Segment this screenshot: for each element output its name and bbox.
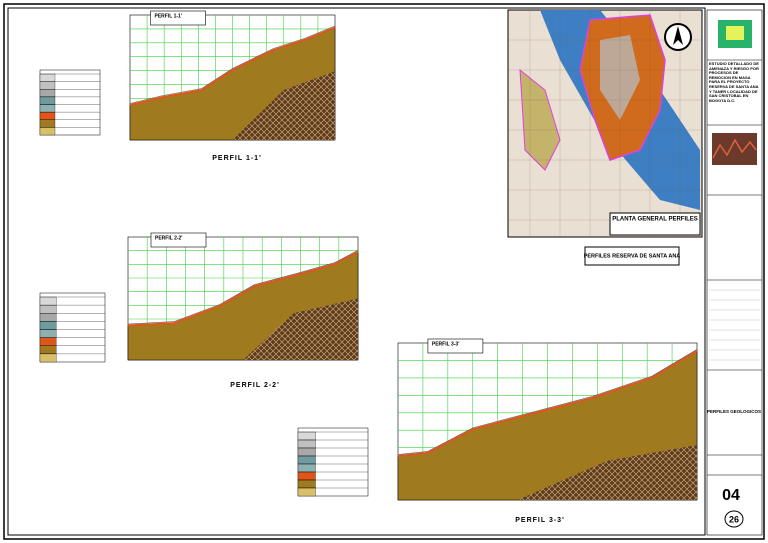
surface-layer: [129, 26, 336, 106]
title-block: [706, 9, 763, 536]
profile-label-box: [427, 338, 484, 354]
legend-swatch: [39, 345, 57, 355]
profile-title: PERFIL 3-3': [515, 517, 565, 524]
legend-swatch: [39, 119, 56, 128]
geologic-profile: PERFIL 3-3' PERFIL 3-3': [297, 338, 698, 524]
legend-swatch: [39, 96, 56, 105]
legend-swatch: [297, 447, 316, 457]
caption-box: [584, 246, 680, 266]
bedrock: [232, 71, 335, 140]
geologic-profile: PERFIL 2-2' PERFIL 2-2': [39, 232, 359, 389]
study-title: ESTUDIO DETALLADO DE AMENAZA Y RIESGO PO…: [709, 62, 759, 103]
legend-swatch: [39, 313, 57, 322]
bedrock: [517, 445, 697, 500]
map-caption: PERFILES RESERVA DE SANTA ANA: [584, 253, 681, 259]
surface-line: [127, 249, 359, 325]
legend-swatch: [39, 111, 56, 120]
geologic-profile: PERFIL 1-1' PERFIL 1-1': [39, 10, 336, 162]
sheet-number: 04: [722, 487, 740, 504]
profile-label-box: [150, 10, 206, 26]
legend-swatch: [297, 487, 316, 497]
profile-label: PERFIL 2-2': [155, 235, 183, 241]
legend-swatch: [297, 455, 316, 465]
profile-label: PERFIL 1-1': [155, 13, 183, 19]
surface-line: [129, 25, 336, 104]
profile-label: PERFIL 3-3': [432, 341, 460, 347]
surface-layer: [127, 250, 359, 327]
surface-layer: [397, 349, 698, 458]
legend-swatch: [297, 479, 316, 489]
profile-label-box: [150, 232, 207, 248]
study-title-box: ESTUDIO DETALLADO DE AMENAZA Y RIESGO PO…: [709, 62, 759, 103]
legend-swatch: [39, 127, 56, 136]
legend-swatch: [297, 431, 316, 441]
sheet-subject: PERFILES GEOLOGICOS: [707, 409, 761, 414]
bedrock: [243, 298, 358, 360]
outer-border: [3, 3, 765, 540]
legend-swatch: [39, 337, 57, 346]
legend-swatch: [297, 463, 316, 473]
legend-swatch: [297, 471, 316, 481]
plan-map: PLANTA GENERAL PERFILES: [507, 9, 703, 238]
map-title: PLANTA GENERAL PERFILES: [612, 217, 698, 223]
drawing-frame: [7, 7, 706, 536]
legend-swatch: [39, 304, 57, 314]
legend-swatch: [39, 89, 56, 98]
profile-title: PERFIL 1-1': [212, 155, 262, 162]
sheet-total: 26: [729, 514, 739, 524]
profile-title: PERFIL 2-2': [230, 382, 280, 389]
legend-swatch: [39, 321, 57, 330]
legend-swatch: [297, 439, 316, 449]
legend-swatch: [39, 81, 56, 90]
legend-swatch: [39, 296, 57, 306]
legend-swatch: [39, 353, 57, 363]
profiles: PERFIL 1-1'PERFIL 1-1'PERFIL 2-2'PERFIL …: [39, 10, 698, 524]
legend-swatch: [39, 104, 56, 113]
legend-swatch: [39, 73, 56, 82]
surface-line: [397, 349, 698, 455]
legend-swatch: [39, 329, 57, 338]
